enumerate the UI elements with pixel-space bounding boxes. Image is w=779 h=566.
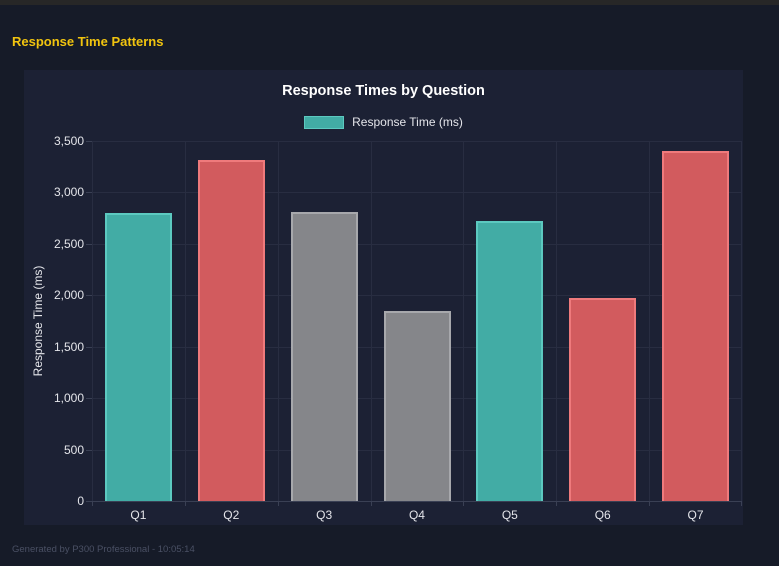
bar-q2[interactable] (197, 159, 265, 501)
gridline (370, 141, 372, 501)
x-tick-label: Q4 (408, 508, 425, 522)
bar-q3[interactable] (290, 211, 358, 501)
gridline (649, 141, 651, 501)
x-axis-tick (463, 501, 465, 506)
x-axis-tick (277, 501, 279, 506)
x-tick-label: Q7 (687, 508, 704, 522)
gridline (92, 243, 742, 245)
x-tick-label: Q1 (130, 508, 147, 522)
gridline (92, 141, 93, 501)
x-axis-tick (184, 501, 186, 506)
x-axis-tick (649, 501, 651, 506)
x-axis-line (92, 501, 742, 502)
y-axis-tick (86, 501, 92, 502)
x-axis-tick (741, 501, 742, 506)
chart-panel: Response Times by Question Response Time… (24, 70, 743, 525)
gridline (92, 141, 742, 142)
x-axis-tick (556, 501, 558, 506)
y-axis-tick (86, 192, 92, 194)
y-axis-tick (86, 243, 92, 245)
plot-area: 0 500 1,000 1,500 2,000 2,500 3,000 3,500 Q1 Q2 Q3… (54, 134, 742, 522)
footer-note: Generated by P300 Professional - 10:05:1… (12, 544, 195, 555)
chart-title: Response Times by Question (282, 83, 485, 99)
y-tick-label: 1,000 (53, 391, 84, 406)
top-bar (0, 0, 779, 5)
bar-q6[interactable] (569, 298, 637, 501)
bar-q1[interactable] (104, 213, 172, 501)
gridline (184, 141, 186, 501)
chart-legend[interactable]: Response Time (ms) (24, 115, 743, 129)
y-tick-label: 2,500 (53, 236, 84, 251)
legend-swatch-icon (304, 115, 345, 129)
x-tick-label: Q5 (501, 508, 518, 522)
gridline (277, 141, 279, 501)
y-axis-tick (86, 449, 92, 451)
x-tick-label: Q2 (223, 508, 240, 522)
gridline (92, 295, 742, 297)
gridline (92, 192, 742, 194)
bar-q7[interactable] (662, 151, 730, 501)
bar-q4[interactable] (383, 310, 451, 501)
page-title: Response Time Patterns (12, 34, 164, 49)
y-tick-label: 2,000 (53, 288, 84, 303)
y-axis-title: Response Time (ms) (31, 265, 45, 377)
bar-q5[interactable] (476, 221, 544, 501)
y-tick-label: 3,500 (53, 134, 84, 148)
y-tick-label: 1,500 (53, 339, 84, 354)
x-axis-tick (370, 501, 372, 506)
y-axis-tick (86, 398, 92, 400)
x-tick-label: Q6 (594, 508, 611, 522)
x-axis-tick (92, 501, 93, 506)
legend-label: Response Time (ms) (352, 115, 463, 129)
gridline (556, 141, 558, 501)
gridline (463, 141, 465, 501)
y-tick-label: 0 (77, 494, 84, 508)
y-axis-tick (86, 346, 92, 348)
y-tick-label: 500 (63, 442, 84, 457)
y-axis-tick (86, 141, 92, 142)
gridline (741, 141, 742, 501)
y-axis-tick (86, 295, 92, 297)
x-tick-label: Q3 (316, 508, 333, 522)
y-tick-label: 3,000 (53, 185, 84, 200)
